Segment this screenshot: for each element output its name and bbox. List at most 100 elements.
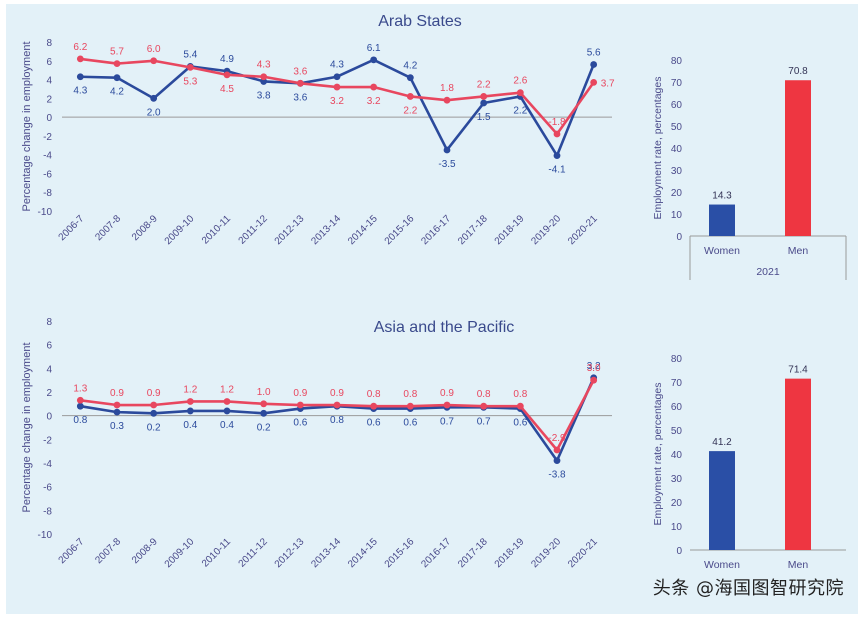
arab-line-xtick: 2017-18 (456, 213, 490, 247)
asia-line-xtick: 2014-15 (346, 536, 380, 570)
arab-line-series-0-label: 2.2 (513, 105, 527, 116)
asia-line-series-0-point (113, 408, 121, 416)
asia-line-series-1-point (370, 402, 378, 410)
arab-line-xtick: 2019-20 (529, 213, 563, 247)
arab-line-ytick: 6 (46, 57, 52, 68)
arab-bar-bar-men (785, 80, 811, 237)
arab-line-series-0-label: -3.5 (438, 159, 456, 170)
arab-line-ytick: -2 (43, 132, 52, 143)
asia-line-xtick: 2013-14 (309, 536, 343, 570)
asia-line-xtick: 2008-9 (130, 536, 160, 566)
asia-line-series-0-label: 0.7 (440, 416, 454, 427)
asia-line-ytick: 8 (46, 317, 52, 328)
asia-line-series-0-label: 0.3 (110, 421, 124, 432)
arab-line-xtick: 2018-19 (493, 213, 527, 247)
asia-line-xtick: 2015-16 (383, 536, 417, 570)
arab-line-series-0-point (150, 94, 158, 102)
arab-line-ytick: -8 (43, 188, 52, 199)
asia-line-xtick: 2018-19 (493, 536, 527, 570)
asia-line-series-1-point (333, 401, 341, 409)
arab-line-series-1-label: 3.2 (330, 96, 344, 107)
arab-bar-bar-women (709, 204, 735, 236)
asia-bar-category: Women (704, 559, 740, 571)
asia-line-series-1-point (223, 398, 231, 405)
asia-bar-bar-women (709, 451, 735, 550)
asia-line-series-0-label: -3.8 (548, 470, 566, 481)
arab-line-xtick: 2011-12 (237, 213, 271, 247)
asia-line-series-0-label: 0.8 (73, 415, 87, 426)
arab-line-series-0-label: -4.1 (548, 165, 566, 176)
asia-line-series-0-point (553, 457, 561, 465)
asia-line-series-0-label: 0.2 (257, 422, 271, 433)
arab-line-series-0-point (370, 56, 378, 64)
arab-line-series-0-label: 2.0 (147, 107, 161, 118)
arab-line-series-1-label: 4.3 (257, 60, 271, 71)
asia-line-series-1-point (480, 402, 488, 410)
asia-bar-ytick: 0 (676, 546, 682, 557)
arab-line-series-0-point (333, 73, 341, 81)
asia-line-series-1-label: 1.0 (257, 387, 271, 398)
asia-line-series-1-label: 1.2 (220, 384, 234, 395)
arab-line-series-0-point (76, 73, 84, 81)
arab-line-series-1-point (113, 60, 121, 67)
asia-line-series-0-label: 0.6 (513, 418, 527, 429)
arab-line-ytick: -10 (38, 207, 53, 218)
asia-line-ytick: -8 (43, 506, 52, 517)
asia-line-series-1-point (553, 446, 561, 454)
arab-line-series-1-label: 4.5 (220, 84, 234, 95)
arab-line-series-0-point (480, 99, 488, 107)
asia-line-xtick: 2012-13 (273, 536, 307, 570)
figure: Arab States Percentage change in employme… (6, 4, 858, 614)
arab-line-ytick: -4 (43, 151, 52, 162)
asia-bar-bar-men (785, 378, 811, 550)
asia-bar-ytick: 60 (671, 402, 683, 413)
arab-line-series-1-point (370, 83, 378, 91)
asia-bar-bar-label: 41.2 (712, 437, 732, 448)
asia-line-series-1-label: 3.0 (587, 363, 601, 374)
arab-line-series-0-point (260, 78, 268, 85)
asia-bar-ytick: 80 (671, 354, 683, 365)
arab-line-ytick: -6 (43, 169, 52, 180)
asia-line-ytick: -6 (43, 483, 52, 494)
arab-bar-ytick: 20 (671, 188, 683, 199)
arab-line-xtick: 2006-7 (57, 213, 87, 243)
arab-line-series-1-point (150, 57, 158, 65)
arab-line-xtick: 2008-9 (130, 213, 160, 243)
arab-line-series-0-label: 3.8 (257, 90, 271, 101)
arab-line-series-1-point (443, 96, 451, 104)
arab-bar-ylabel: Employment rate, percentages (652, 77, 664, 220)
arab-line-series-1-label: 6.0 (147, 44, 161, 55)
arab-bar-ytick: 30 (671, 166, 683, 177)
arab-line-series-0-label: 5.4 (183, 49, 197, 60)
arab-bar-ytick: 0 (676, 232, 682, 243)
asia-line-xtick: 2009-10 (163, 536, 197, 570)
arab-line-xtick: 2014-15 (346, 213, 380, 247)
arab-line-series-0-label: 4.3 (330, 60, 344, 71)
asia-line-ylabel: Percentage change in employment (21, 343, 33, 513)
arab-line-series-1-point (553, 130, 561, 138)
asia-bar-ylabel: Employment rate, percentages (652, 383, 664, 526)
arab-bar-ytick: 40 (671, 144, 683, 155)
asia-line-series-1-label: 1.2 (183, 384, 197, 395)
arab-line-series-1-label: 5.7 (110, 47, 124, 58)
asia-line-series-1-point (443, 401, 451, 409)
arab-line-series-1-point (260, 73, 268, 81)
asia-line-series-1-label: 0.9 (110, 388, 124, 399)
asia-line-ytick: -4 (43, 459, 52, 470)
asia-line-series-0-label: 0.6 (367, 418, 381, 429)
asia-line-series-1-label: 0.9 (147, 388, 161, 399)
arab-line-series-1-point (406, 93, 414, 100)
arab-line-series-0-label: 5.6 (587, 48, 601, 59)
asia-bar-ytick: 10 (671, 522, 683, 533)
arab-line-series-0-label: 1.5 (477, 112, 491, 123)
arab-line-ytick: 2 (46, 94, 52, 105)
asia-line-ytick: 4 (46, 364, 52, 375)
asia-line-series-0-label: 0.7 (477, 416, 491, 427)
arab-line-xtick: 2016-17 (419, 213, 453, 247)
asia-line-xtick: 2016-17 (419, 536, 453, 570)
asia-line-series-1-point (406, 402, 414, 410)
asia-bar-bar-label: 71.4 (788, 365, 808, 376)
arab-line-series-1-label: 1.8 (440, 83, 454, 94)
asia-line-ytick: 2 (46, 388, 52, 399)
arab-line-xtick: 2007-8 (93, 213, 123, 243)
